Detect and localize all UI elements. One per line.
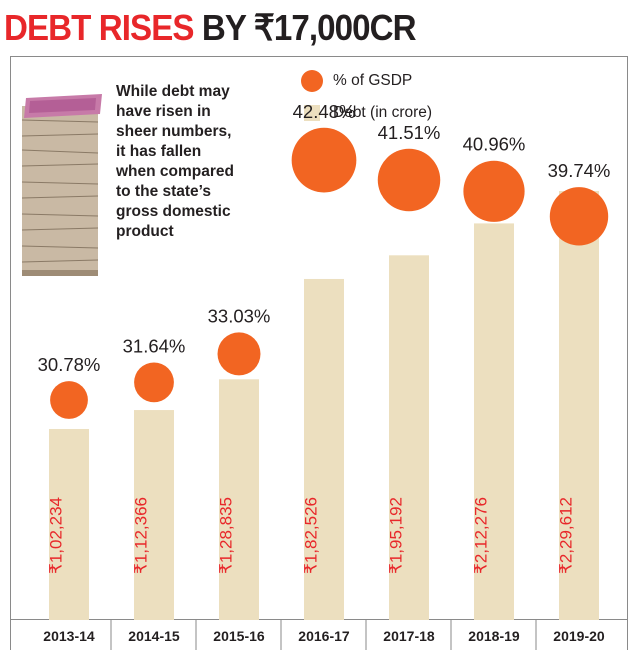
gsdp-dot — [217, 332, 261, 376]
gsdp-dot — [291, 127, 357, 193]
debt-value-label: ₹1,28,835 — [216, 497, 235, 574]
x-tick-label: 2015-16 — [213, 628, 265, 644]
legend-label-debt: Debt (in crore) — [333, 104, 433, 121]
x-tick-label: 2016-17 — [298, 628, 350, 644]
bar-debt — [559, 191, 599, 620]
bar-debt — [304, 278, 344, 620]
title-rest: BY ₹17,000CR — [193, 7, 417, 48]
legend-dot-icon — [301, 70, 323, 92]
axis-separator — [10, 620, 11, 650]
gsdp-value-label: 30.78% — [38, 354, 101, 375]
money-stack-icon — [21, 94, 102, 276]
debt-value-label: ₹2,12,276 — [471, 497, 490, 574]
bar-debt — [49, 428, 89, 620]
gsdp-dot — [549, 187, 609, 246]
title-highlight: DEBT RISES — [4, 7, 194, 48]
legend-item-gsdp: % of GSDP — [301, 69, 412, 93]
legend-item-debt: Debt (in crore) — [301, 101, 432, 125]
debt-value-label: ₹2,29,612 — [556, 497, 575, 574]
chart-title: DEBT RISES BY ₹17,000CR — [4, 6, 417, 50]
bar-debt — [134, 410, 174, 620]
debt-value-label: ₹1,12,366 — [131, 497, 150, 574]
bar-debt — [474, 223, 514, 620]
x-tick-label: 2018-19 — [468, 628, 520, 644]
legend-swatch-icon — [304, 105, 320, 121]
x-tick-label: 2017-18 — [383, 628, 435, 644]
gsdp-value-label: 33.03% — [208, 305, 271, 326]
x-tick-label: 2019-20 — [553, 628, 605, 644]
axis-separator — [627, 620, 628, 650]
gsdp-value-label: 42.48% — [293, 101, 356, 122]
bar-debt — [219, 379, 259, 620]
gsdp-dot — [377, 148, 441, 212]
debt-value-label: ₹1,02,234 — [46, 497, 65, 574]
legend-label-gsdp: % of GSDP — [333, 72, 413, 89]
annotation-text: While debt may have risen in sheer numbe… — [116, 83, 234, 240]
gsdp-dot — [134, 362, 174, 403]
gsdp-value-label: 40.96% — [463, 134, 526, 155]
debt-value-label: ₹1,82,526 — [301, 497, 320, 574]
gsdp-value-label: 31.64% — [123, 335, 186, 356]
x-tick-label: 2014-15 — [128, 628, 180, 644]
gsdp-dot — [463, 160, 525, 222]
gsdp-value-label: 39.74% — [548, 160, 611, 181]
gsdp-value-label: 41.51% — [378, 122, 441, 143]
debt-value-label: ₹1,95,192 — [386, 497, 405, 574]
gsdp-dot — [50, 381, 88, 419]
bar-debt — [389, 255, 429, 620]
x-tick-label: 2013-14 — [43, 628, 95, 644]
